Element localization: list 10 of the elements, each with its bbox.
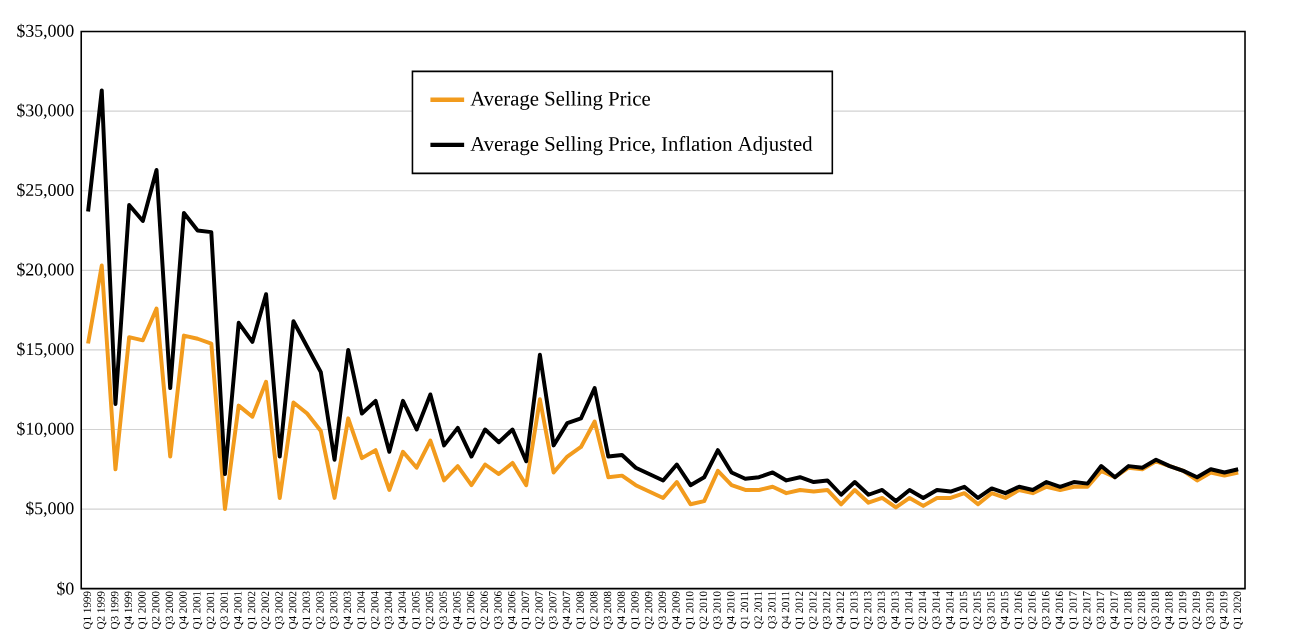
y-tick-label: $10,000	[17, 421, 74, 438]
y-tick-label: $5,000	[26, 501, 74, 517]
y-tick-label: $0	[57, 581, 74, 596]
y-tick-label: $15,000	[17, 341, 74, 358]
legend-label: Average Selling Price, Inflation Adjusted	[470, 135, 813, 155]
y-tick-label: $35,000	[17, 23, 74, 40]
y-tick-label: $30,000	[17, 103, 74, 119]
y-tick-label: $25,000	[17, 182, 74, 199]
legend-label: Average Selling Price	[470, 90, 650, 110]
y-tick-label: $20,000	[17, 262, 74, 278]
